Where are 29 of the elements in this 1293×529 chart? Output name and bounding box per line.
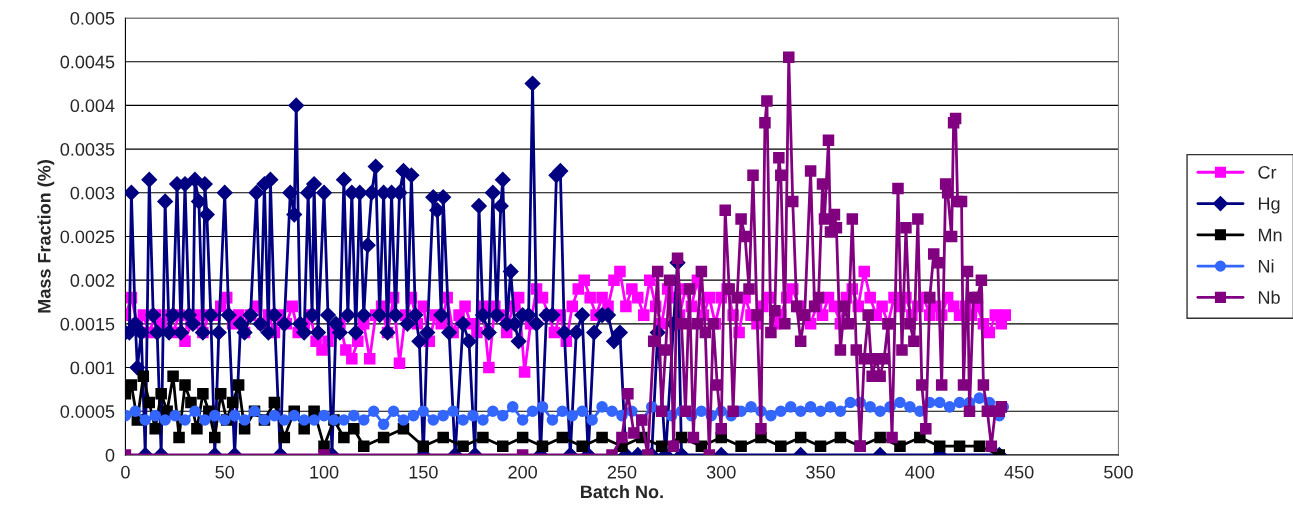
y-tick-label: 0.003 <box>70 186 115 200</box>
legend-label: Ni <box>1258 259 1274 273</box>
x-tick-label: 0 <box>121 465 130 479</box>
y-tick-label: 0 <box>105 448 115 462</box>
y-tick-label: 0.001 <box>70 361 115 375</box>
y-tick-label: 0.005 <box>70 11 115 25</box>
y-tick-label: 0.002 <box>70 274 115 287</box>
x-tick-label: 150 <box>409 465 438 479</box>
x-tick-label: 500 <box>1104 465 1133 479</box>
y-axis-title: Mass Fraction (%) <box>37 160 55 313</box>
legend-label: Nb <box>1258 290 1280 304</box>
x-tick-label: 250 <box>607 465 637 479</box>
x-tick-label: 450 <box>1004 465 1034 479</box>
x-axis-title: Batch No. <box>581 484 663 499</box>
y-tick-label: 0.0025 <box>60 230 115 244</box>
y-tick-label: 0.0005 <box>60 405 115 418</box>
legend-label: Mn <box>1258 228 1282 242</box>
x-tick-label: 200 <box>508 465 537 479</box>
x-tick-label: 50 <box>215 465 235 479</box>
legend-label: Hg <box>1258 197 1280 214</box>
x-tick-label: 100 <box>310 465 339 479</box>
x-tick-label: 350 <box>806 465 835 479</box>
x-tick-label: 400 <box>905 465 935 479</box>
y-tick-label: 0.0035 <box>60 143 115 156</box>
y-tick-label: 0.0045 <box>60 55 115 69</box>
x-tick-label: 300 <box>706 465 736 479</box>
y-tick-label: 0.004 <box>70 99 115 113</box>
y-tick-label: 0.0015 <box>60 317 115 331</box>
legend-label: Cr <box>1258 165 1277 179</box>
